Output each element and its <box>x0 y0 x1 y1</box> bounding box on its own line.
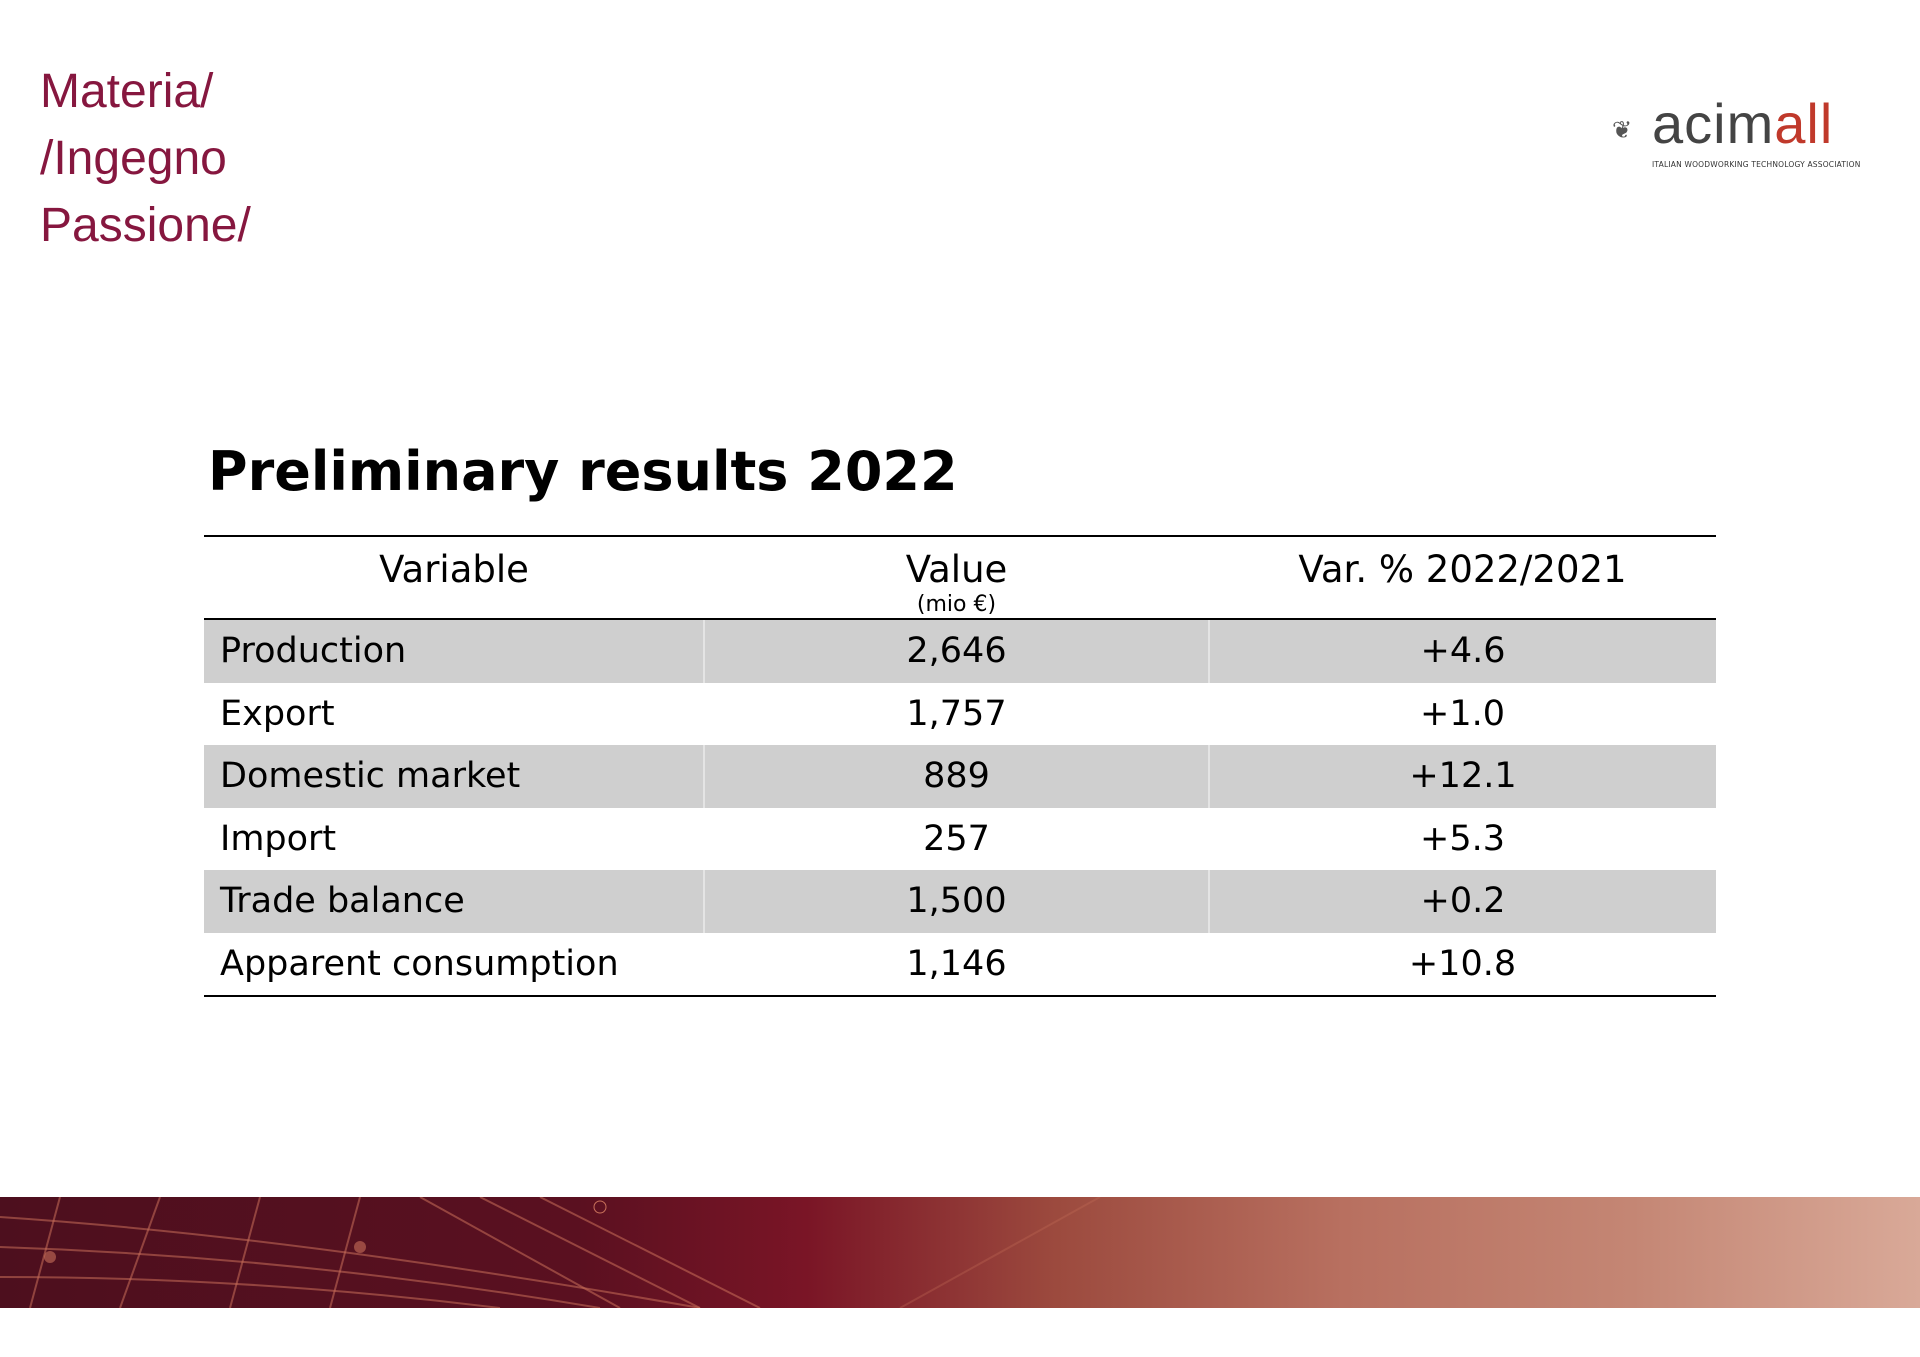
logo-wordmark-suffix: all <box>1774 92 1834 155</box>
cell-value: 889 <box>703 745 1209 808</box>
header-variable: Variable <box>204 535 704 620</box>
cell-variable: Production <box>204 619 704 683</box>
cell-variation: +5.3 <box>1420 818 1505 859</box>
table-row: Apparent consumption 1,146 +10.8 <box>204 932 1716 997</box>
footer-banner <box>0 1197 1920 1308</box>
header-value-label: Value <box>905 548 1008 591</box>
cell-value: 1,146 <box>704 932 1209 997</box>
header-value: Value (mio €) <box>704 535 1209 620</box>
cell-variation: +4.6 <box>1208 619 1716 683</box>
cell-variable: Apparent consumption <box>204 932 704 997</box>
cell-value: 1,500 <box>703 870 1209 933</box>
tagline-line: /Ingegno <box>40 132 227 185</box>
table-row: Production 2,646 +4.6 <box>204 619 1716 683</box>
table-row: Domestic market 889 +12.1 <box>204 745 1716 808</box>
cell-variable: Export <box>220 693 335 734</box>
cell-variable: Import <box>220 818 337 859</box>
tagline-line: Materia/ <box>40 65 214 118</box>
cell-variation: +0.2 <box>1208 870 1716 933</box>
banner-decoration <box>0 1197 1101 1308</box>
acimall-logo: ❦ acimall ITALIAN WOODWORKING TECHNOLOGY… <box>1612 96 1862 176</box>
table-row: Import 257 +5.3 <box>204 808 1716 871</box>
results-table: Variable Value (mio €) Var. % 2022/2021 P… <box>204 535 1716 997</box>
cell-value: 257 <box>923 818 990 859</box>
header-variation: Var. % 2022/2021 <box>1209 535 1716 620</box>
cell-value: 1,757 <box>906 693 1007 734</box>
table-row: Export 1,757 +1.0 <box>204 683 1716 746</box>
header-value-unit: (mio €) <box>916 592 997 617</box>
table-row: Trade balance 1,500 +0.2 <box>204 870 1716 933</box>
logo-emblem-icon: ❦ <box>1612 116 1633 144</box>
logo-wordmark-prefix: acim <box>1652 92 1775 155</box>
cell-variation: +10.8 <box>1209 932 1716 997</box>
logo-subtitle: ITALIAN WOODWORKING TECHNOLOGY ASSOCIATI… <box>1652 160 1861 169</box>
cell-variation: +1.0 <box>1420 693 1505 734</box>
table-header-row: Variable Value (mio €) Var. % 2022/2021 <box>204 535 1716 620</box>
logo-wordmark: acimall <box>1652 96 1833 152</box>
cell-variation: +12.1 <box>1208 745 1716 808</box>
cell-variable: Domestic market <box>204 745 704 808</box>
page-title: Preliminary results 2022 <box>208 440 958 503</box>
cell-value: 2,646 <box>703 619 1209 683</box>
cell-variable: Trade balance <box>204 870 704 933</box>
tagline-line: Passione/ <box>40 199 251 252</box>
tagline: Materia/ /Ingegno Passione/ <box>40 58 251 259</box>
